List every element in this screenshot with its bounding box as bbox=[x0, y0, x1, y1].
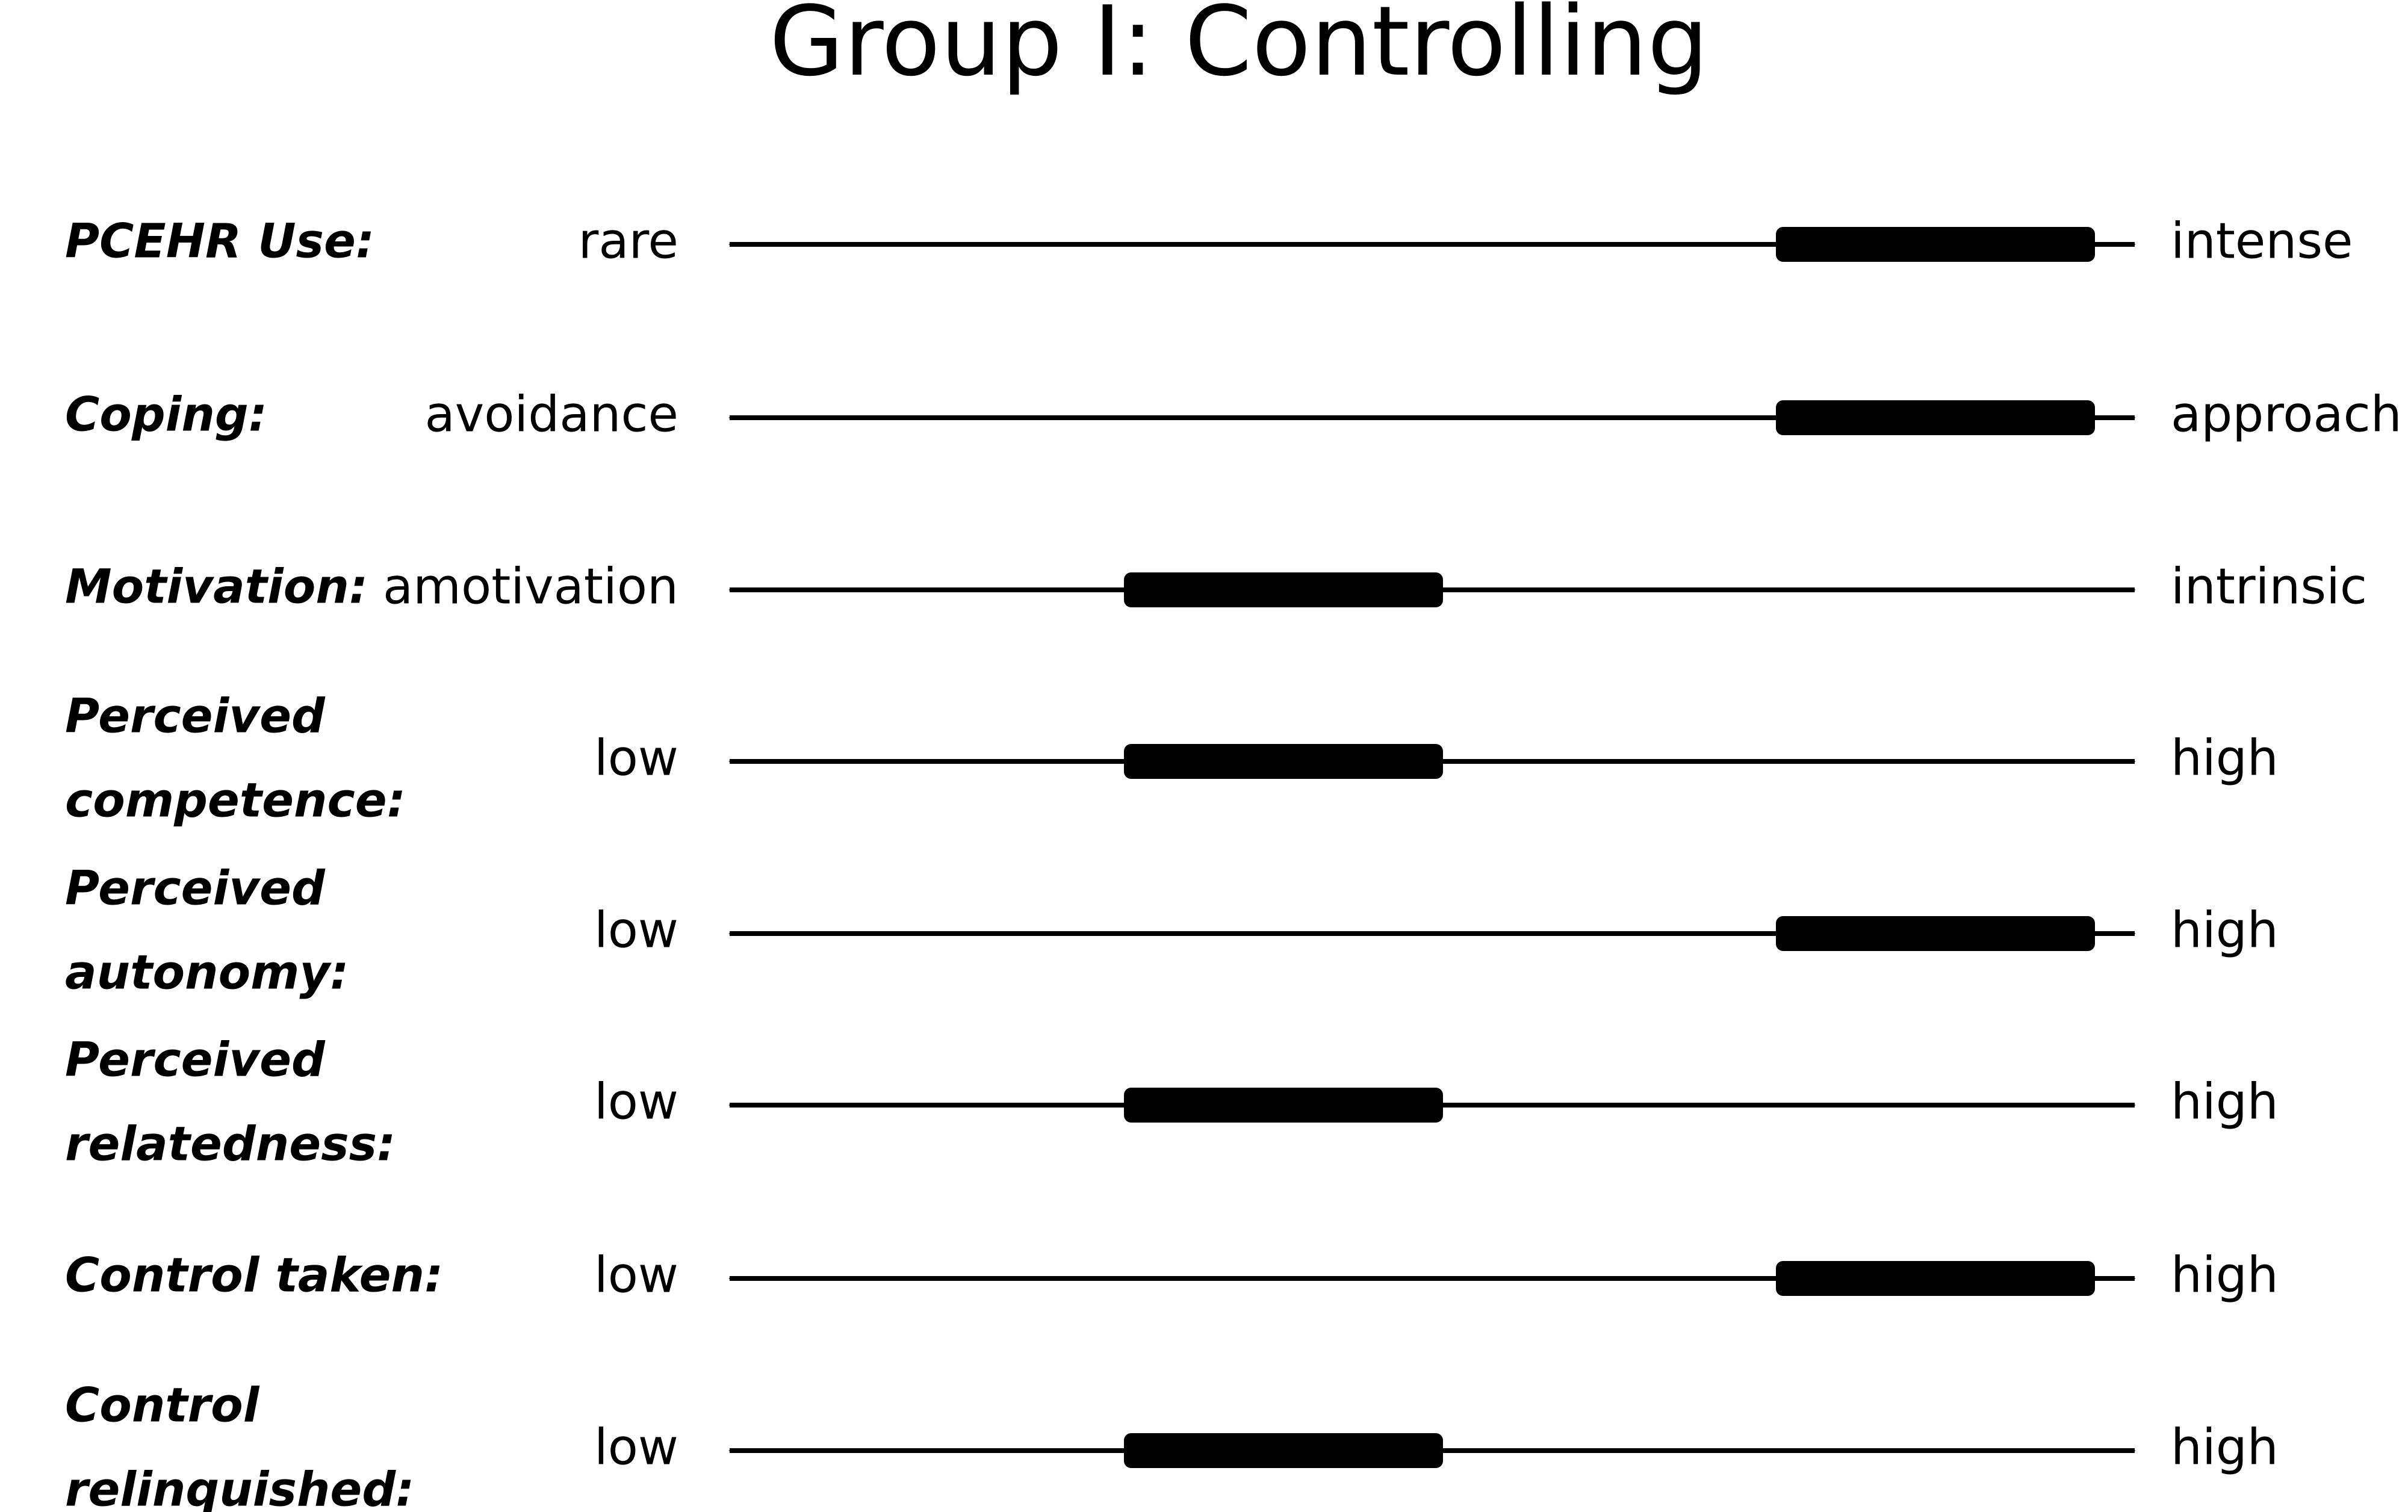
right-pole: high bbox=[2171, 1247, 2279, 1304]
row-label: Coping: bbox=[65, 388, 267, 442]
range-bar bbox=[1124, 744, 1443, 779]
row-label: Control taken: bbox=[65, 1248, 443, 1303]
left-pole: low bbox=[594, 1247, 678, 1304]
right-pole: high bbox=[2171, 1419, 2279, 1476]
left-pole: low bbox=[594, 730, 678, 787]
left-pole: low bbox=[594, 1419, 678, 1476]
title: Group I: Controlling bbox=[769, 0, 1708, 98]
row-label: competence: bbox=[65, 773, 406, 828]
range-bar bbox=[1776, 227, 2095, 262]
right-pole: intrinsic bbox=[2171, 558, 2367, 615]
left-pole: avoidance bbox=[424, 386, 678, 443]
right-pole: high bbox=[2171, 730, 2279, 787]
range-bar bbox=[1124, 572, 1443, 607]
left-pole: rare bbox=[579, 212, 678, 270]
row-label: PCEHR Use: bbox=[65, 214, 374, 268]
right-pole: intense bbox=[2171, 212, 2353, 270]
range-bar bbox=[1776, 1261, 2095, 1296]
row-label: autonomy: bbox=[65, 946, 349, 1000]
right-pole: high bbox=[2171, 902, 2279, 959]
row-label: Perceived bbox=[65, 861, 326, 916]
range-bar bbox=[1124, 1433, 1443, 1468]
right-pole: high bbox=[2171, 1073, 2279, 1130]
row-label: Perceived bbox=[65, 1033, 326, 1087]
row-label: Control bbox=[65, 1378, 260, 1433]
range-bar bbox=[1776, 916, 2095, 951]
left-pole: amotivation bbox=[383, 558, 678, 615]
left-pole: low bbox=[594, 902, 678, 959]
range-bar bbox=[1124, 1088, 1443, 1123]
row-label: Motivation: bbox=[65, 560, 368, 614]
row-label: Perceived bbox=[65, 689, 326, 743]
row-label: relinquished: bbox=[65, 1463, 414, 1512]
right-pole: approach bbox=[2171, 386, 2402, 443]
row-label: relatedness: bbox=[65, 1117, 396, 1171]
left-pole: low bbox=[594, 1073, 678, 1130]
range-bar bbox=[1776, 400, 2095, 435]
